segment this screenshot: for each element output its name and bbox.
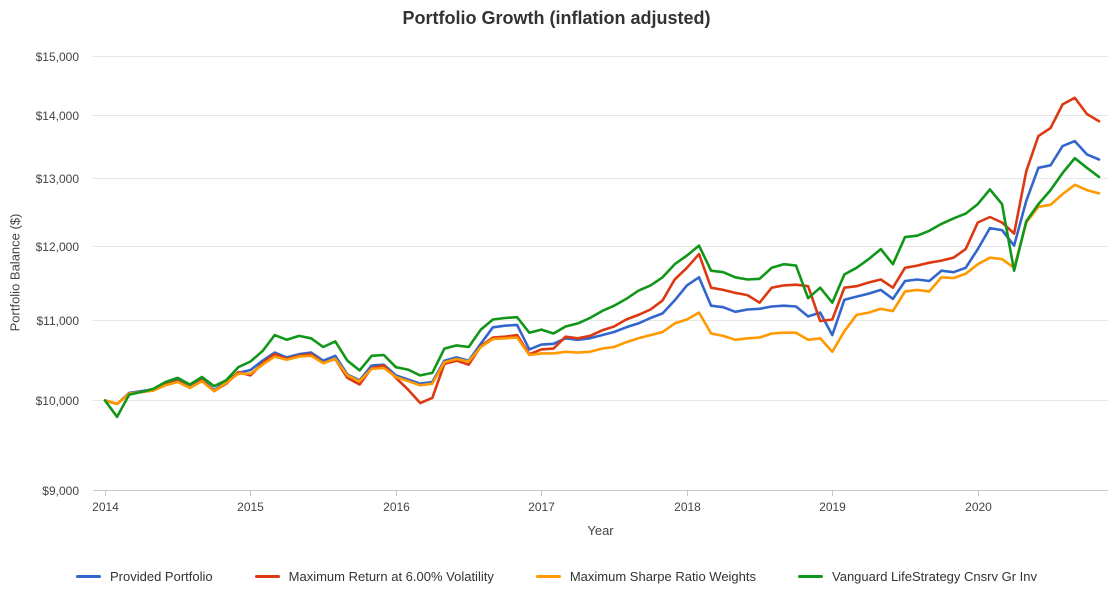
chart-title: Portfolio Growth (inflation adjusted): [402, 8, 711, 28]
x-tick-label: 2014: [92, 500, 119, 514]
x-tick-label: 2017: [528, 500, 555, 514]
legend-swatch-icon: [535, 575, 561, 578]
x-tick-label: 2015: [237, 500, 264, 514]
series-line: [103, 96, 1101, 406]
legend-item-0[interactable]: Provided Portfolio: [76, 569, 213, 584]
legend-label: Maximum Return at 6.00% Volatility: [288, 569, 494, 584]
legend-item-3[interactable]: Vanguard LifeStrategy Cnsrv Gr Inv: [798, 569, 1037, 584]
legend-swatch-icon: [254, 575, 280, 578]
y-tick-label: $9,000: [42, 483, 79, 498]
x-tick-label: 2016: [383, 500, 410, 514]
legend-label: Vanguard LifeStrategy Cnsrv Gr Inv: [832, 569, 1037, 584]
y-tick-label: $15,000: [35, 49, 79, 64]
legend-swatch-icon: [76, 575, 102, 578]
y-tick-label: $14,000: [35, 108, 79, 123]
series-line: [103, 139, 1101, 406]
y-tick-label: $10,000: [35, 393, 79, 408]
legend-item-1[interactable]: Maximum Return at 6.00% Volatility: [254, 569, 494, 584]
y-tick-label: $13,000: [35, 171, 79, 186]
legend-swatch-icon: [798, 575, 824, 578]
series-line: [103, 183, 1101, 406]
legend-label: Maximum Sharpe Ratio Weights: [569, 569, 757, 584]
x-tick-label: 2018: [674, 500, 701, 514]
x-tick-label: 2020: [965, 500, 992, 514]
series-line: [103, 156, 1101, 419]
y-tick-label: $11,000: [36, 313, 80, 328]
legend: Provided Portfolio Maximum Return at 6.00…: [0, 569, 1113, 584]
x-axis-title: Year: [587, 523, 614, 538]
legend-label: Provided Portfolio: [110, 569, 213, 584]
legend-item-2[interactable]: Maximum Sharpe Ratio Weights: [535, 569, 757, 584]
y-tick-label: $12,000: [35, 239, 79, 254]
x-tick-label: 2019: [819, 500, 846, 514]
